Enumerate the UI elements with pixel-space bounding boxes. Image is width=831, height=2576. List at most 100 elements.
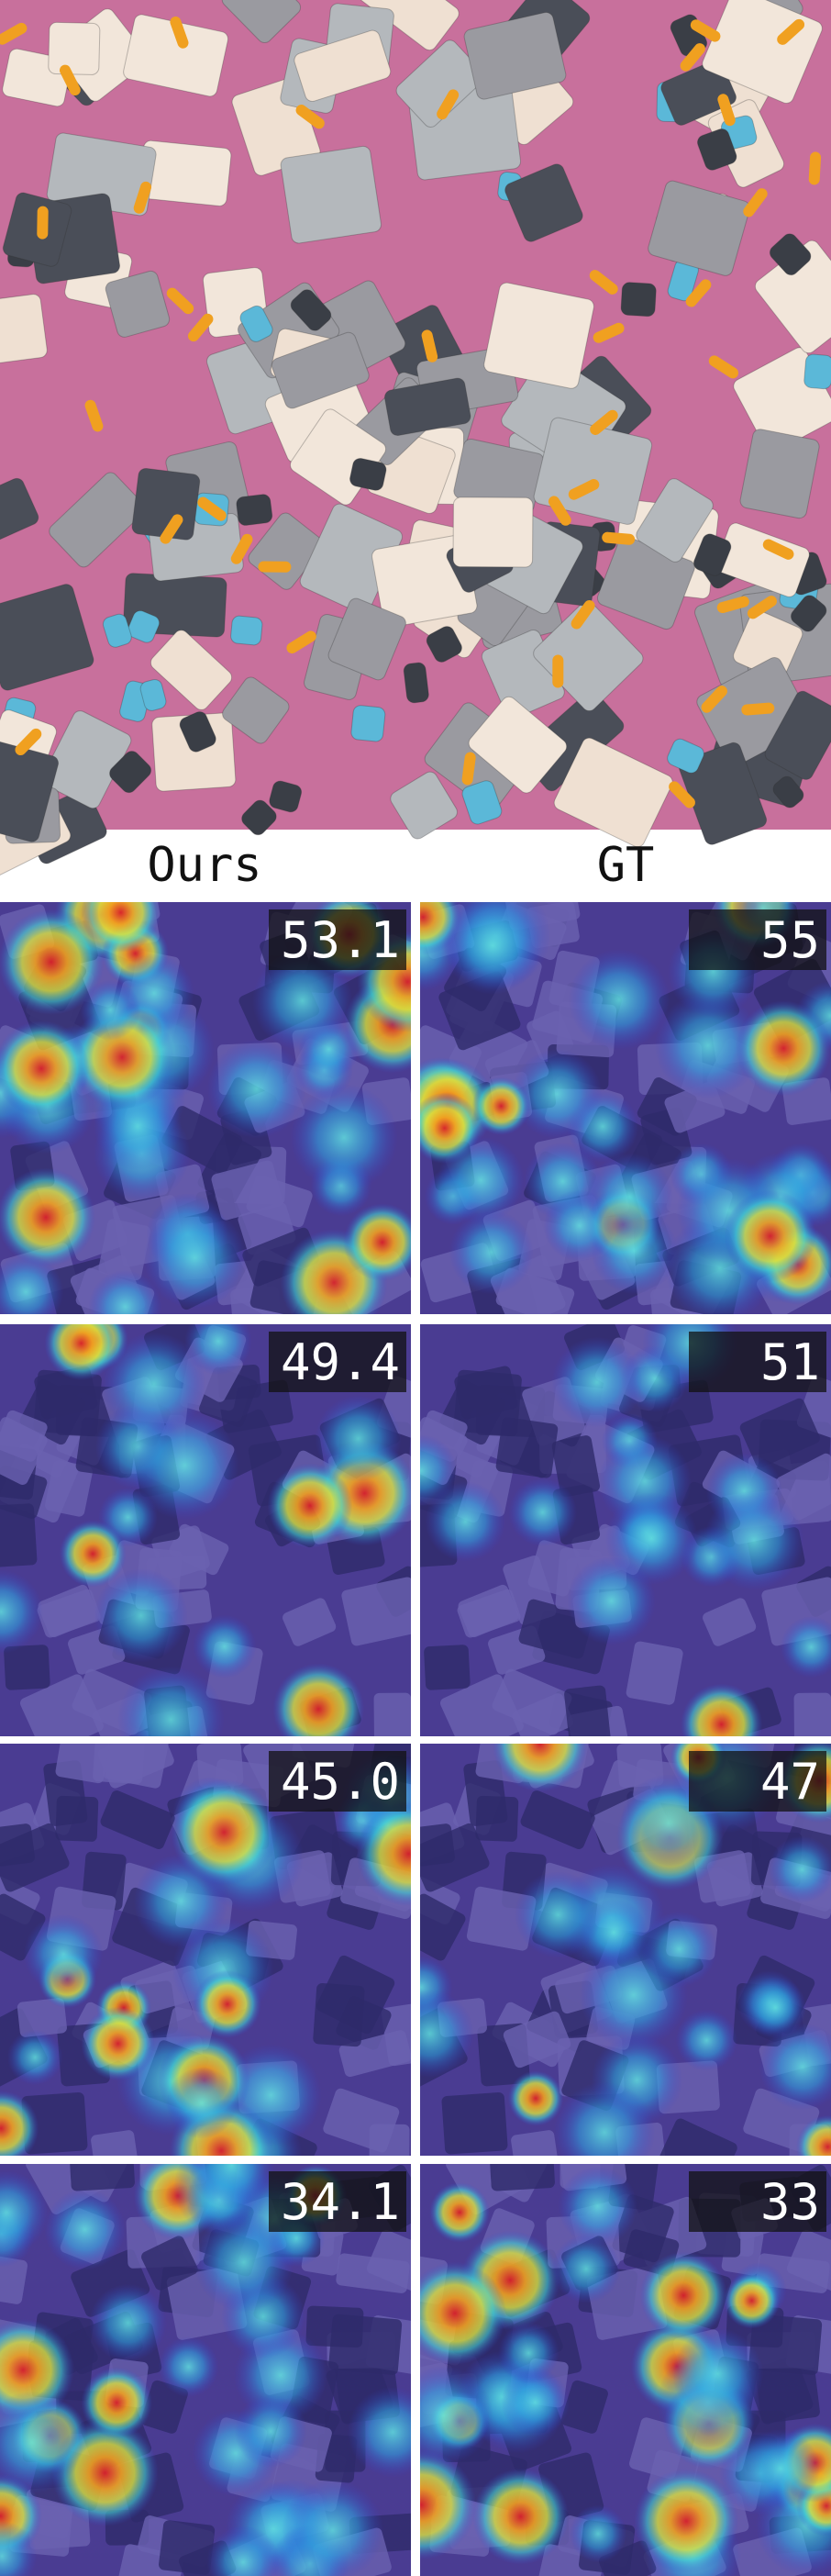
scene-carrot: [552, 654, 564, 688]
scene-object: [504, 163, 583, 242]
panel-object: [420, 1893, 466, 1961]
scene-object: [236, 494, 273, 526]
scene-carrot: [37, 206, 49, 240]
heatmap-grid: 53.1 55 49.4 51 45.0 47 34.1 33: [0, 902, 831, 2576]
density-blob: [347, 2386, 411, 2478]
scene-carrot: [716, 596, 749, 614]
density-blob: [449, 1210, 534, 1295]
panel-object: [520, 1790, 595, 1849]
scene-object: [483, 282, 594, 389]
density-blob: [671, 2327, 764, 2420]
scene-carrot: [685, 279, 712, 307]
panel-object: [527, 1540, 580, 1597]
density-blob: [420, 902, 461, 955]
scene-carrot: [741, 702, 775, 716]
scene-object: [468, 696, 568, 794]
panel-object: [424, 1645, 471, 1690]
panel-object: [17, 1998, 67, 2037]
panel-object: [706, 1852, 763, 1907]
panel-object: [336, 2253, 410, 2293]
scene-carrot: [133, 181, 152, 214]
density-blob: [251, 950, 353, 1052]
density-blob: [94, 1568, 188, 1663]
count-label: 53.1: [281, 911, 400, 969]
density-blob: [0, 1167, 95, 1267]
panel-object: [373, 1692, 411, 1736]
panel-object: [420, 1823, 455, 1867]
panel-object: [196, 1744, 244, 1789]
panel-object: [503, 2011, 571, 2069]
density-blob: [680, 1683, 763, 1736]
count-box: [269, 1751, 406, 1812]
density-blob: [759, 2023, 831, 2111]
panel-object: [512, 1693, 574, 1736]
count-label: 51: [760, 1333, 820, 1391]
panel-object: [55, 1795, 99, 1842]
count-box: [269, 2171, 406, 2232]
density-blob: [501, 2368, 570, 2437]
density-blob: [282, 2479, 384, 2576]
panel-object: [0, 1823, 35, 1867]
density-blob: [420, 2449, 477, 2560]
scene-carrot: [197, 496, 227, 521]
scene-carrot: [589, 270, 618, 295]
density-blob: [551, 2234, 621, 2303]
scene-object: [426, 626, 462, 663]
scene-carrot: [230, 533, 253, 564]
panel-object: [564, 1685, 611, 1736]
panel-object: [0, 1503, 38, 1568]
panel-object: [748, 2314, 823, 2375]
input-image: [0, 0, 831, 882]
scene-object: [0, 294, 48, 365]
density-blob: [81, 2367, 152, 2438]
panel-object: [93, 1744, 147, 1785]
density-blob: [604, 1491, 698, 1585]
panel-object: [91, 2130, 138, 2156]
scene-carrot: [568, 479, 600, 500]
density-blob: [143, 1206, 247, 1310]
panel-object: [100, 1790, 175, 1849]
scene-object: [620, 282, 657, 318]
density-blob: [558, 2166, 637, 2247]
panel-object: [0, 2255, 28, 2304]
density-blob: [736, 1000, 831, 1097]
scene-object: [636, 478, 714, 563]
density-blob: [586, 1153, 673, 1240]
density-blob: [0, 1569, 43, 1654]
scene-object: [452, 496, 534, 568]
heatmap-panel: [0, 1744, 411, 2156]
scene-carrot: [188, 313, 214, 342]
panel-object: [560, 2380, 608, 2434]
panel-object: [70, 2164, 135, 2191]
panel-object: [313, 1983, 365, 2047]
panel-object: [37, 1589, 101, 1638]
density-blob: [188, 2164, 275, 2209]
scene-carrot: [708, 355, 738, 379]
density-blob: [59, 1520, 127, 1588]
density-blob: [129, 1411, 239, 1521]
density-blob: [0, 2091, 39, 2156]
scene-object: [123, 14, 229, 97]
scene-carrot: [680, 43, 705, 72]
panel-object: [169, 1523, 229, 1576]
scene-object: [269, 780, 303, 813]
scene-carrot: [747, 596, 777, 619]
density-blob: [88, 2283, 168, 2362]
scene-object: [772, 775, 804, 808]
density-blob: [569, 2504, 627, 2563]
scene-object: [127, 609, 161, 643]
column-header: GT: [597, 838, 655, 893]
panel-object: [55, 1744, 110, 1784]
scene-carrot: [421, 329, 438, 362]
scene-object: [463, 12, 567, 100]
density-blob: [498, 2322, 560, 2384]
density-blob: [675, 2009, 738, 2071]
density-blob: [640, 1911, 717, 1988]
density-blob: [272, 1663, 365, 1736]
scene-object: [150, 630, 233, 710]
density-blob: [768, 1835, 831, 1903]
density-blob: [102, 1332, 206, 1436]
density-blob: [471, 1076, 531, 1136]
density-blob: [44, 1324, 118, 1380]
scene-carrot: [548, 496, 571, 526]
